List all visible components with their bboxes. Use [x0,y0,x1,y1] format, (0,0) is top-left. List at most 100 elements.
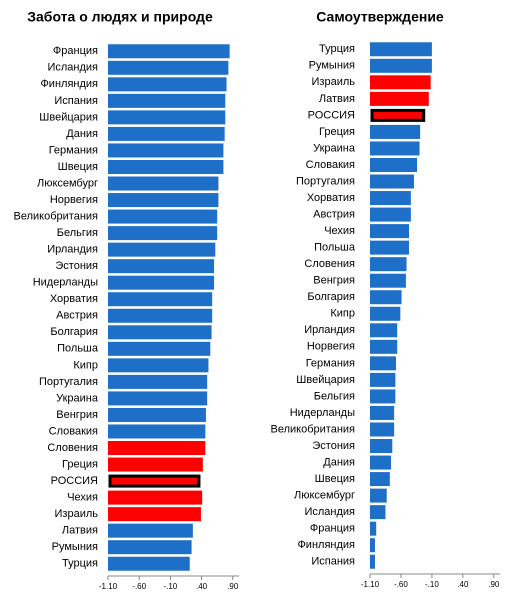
y-tick-label: Чехия [67,492,98,504]
bar [370,108,426,122]
y-tick-label: Португалия [296,175,355,187]
bar [370,207,411,222]
bar [370,257,407,272]
y-tick-label: Финляндия [40,78,98,90]
y-tick-label: Чехия [324,225,355,237]
bar [108,457,203,472]
y-tick-label: Румыния [52,541,98,553]
bar [370,554,375,569]
y-tick-label: Болгария [307,291,355,303]
bar [370,42,432,57]
bar [370,290,402,305]
bar [108,523,193,538]
y-tick-label: Словакия [49,425,98,437]
bar [108,407,206,422]
bar [370,58,432,73]
bar [108,358,209,373]
x-tick-label: -.10 [425,580,439,589]
y-tick-label: Испания [54,95,98,107]
y-tick-label: Турция [62,558,98,570]
y-tick-label: Люксембург [37,177,98,189]
y-tick-label: Германия [306,357,355,369]
y-tick-label: Ирландия [47,244,98,256]
bar [108,242,216,257]
y-tick-label: Кипр [73,359,98,371]
y-tick-label: Дания [323,456,355,468]
y-tick-label: Польша [57,343,99,355]
bar [370,339,398,354]
y-tick-label: Турция [319,43,355,55]
x-tick-label: -.60 [394,580,408,589]
bar [108,540,192,555]
bar [108,507,201,522]
chart-title: Забота о людях и природе [27,9,213,25]
x-tick-label: -1.10 [99,582,118,591]
bar [108,143,224,158]
bar [108,193,219,208]
y-tick-label: Словения [47,442,98,454]
y-tick-label: Нидерланды [33,277,98,289]
y-tick-label: Греция [62,458,98,470]
x-tick-label: -1.10 [361,580,380,589]
y-tick-label: Латвия [319,93,355,105]
bar [108,325,212,340]
x-tick-label: .40 [457,580,469,589]
y-tick-label: Швейцария [296,374,355,386]
bar [108,176,219,191]
bar [108,259,215,274]
bar [108,93,226,108]
y-tick-label: Хорватия [50,293,98,305]
y-tick-label: Украина [56,392,99,404]
y-tick-label: Исландия [304,506,355,518]
y-tick-label: Бельгия [314,390,355,402]
y-tick-label: Бельгия [57,227,98,239]
bar [108,374,208,389]
y-tick-label: Германия [49,144,98,156]
y-tick-label: Израиль [312,76,356,88]
y-tick-label: Норвегия [307,341,355,353]
bar [108,126,225,141]
bar [370,124,421,139]
bar [370,224,409,239]
bar [370,455,392,470]
y-tick-label: Словения [304,258,355,270]
bar [370,306,401,321]
y-tick-label: РОССИЯ [308,109,355,121]
y-tick-label: Венгрия [313,275,355,287]
bar [108,441,206,456]
bar [370,472,390,487]
y-tick-label: Кипр [330,308,355,320]
y-tick-label: Эстония [312,440,355,452]
y-tick-label: Франция [310,523,355,535]
bar [370,157,418,172]
y-tick-label: Исландия [47,62,98,74]
y-tick-label: Израиль [55,508,99,520]
bar [370,521,377,536]
bar [370,389,396,404]
bar [370,141,420,156]
bar [370,538,375,553]
y-tick-label: Швеция [315,473,355,485]
y-tick-label: Великобритания [14,210,99,222]
bar [108,424,206,439]
y-tick-label: Австрия [56,310,98,322]
bar [370,323,398,338]
y-tick-label: Эстония [55,260,98,272]
y-tick-label: Греция [319,126,355,138]
bar [370,439,393,454]
bar [108,292,213,307]
bar [108,226,218,241]
y-tick-label: Дания [66,128,98,140]
bar [370,356,396,371]
bar [370,240,409,255]
y-tick-label: РОССИЯ [51,475,98,487]
bar [108,60,229,75]
bar [108,308,213,323]
y-tick-label: Финляндия [297,539,355,551]
bar [108,474,201,488]
bar [370,405,395,420]
y-tick-label: Норвегия [50,194,98,206]
x-tick-label: .90 [227,582,239,591]
y-tick-label: Франция [53,45,98,57]
y-tick-label: Венгрия [56,409,98,421]
